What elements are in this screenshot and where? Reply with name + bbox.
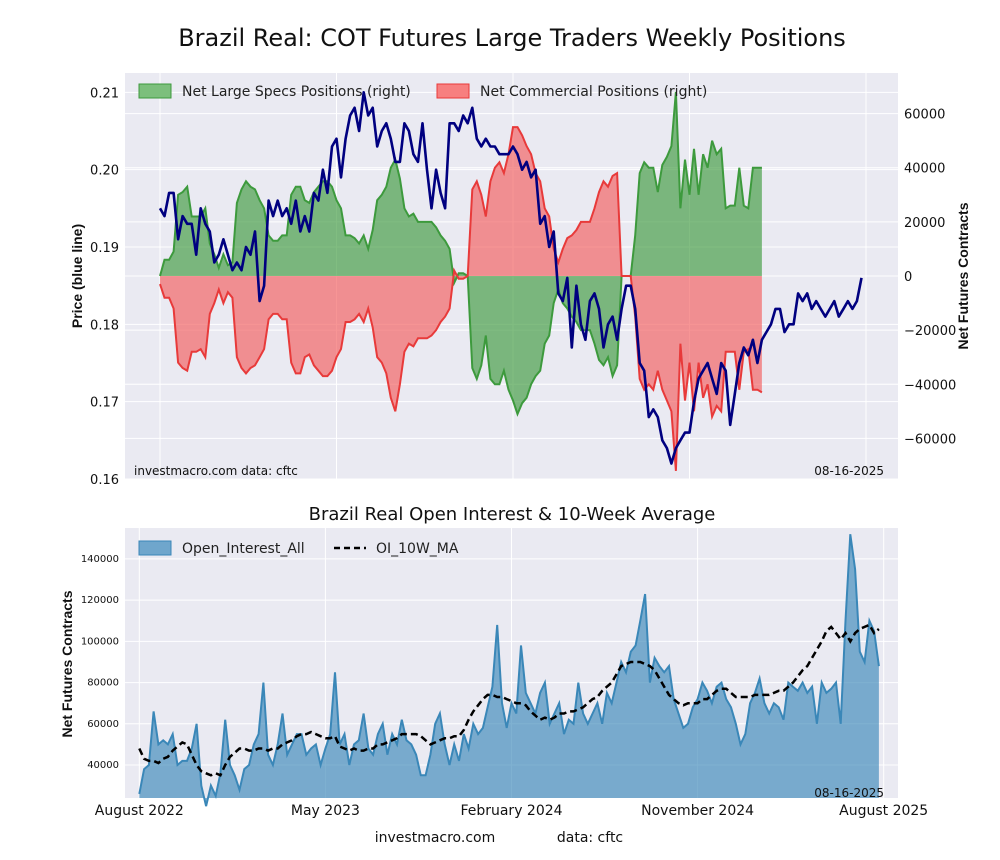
price-tick-label: 0.17	[90, 396, 119, 411]
oi-area	[139, 534, 879, 807]
price-tick-label: 0.21	[90, 86, 119, 101]
legend-swatch-oi	[138, 540, 172, 556]
oi-line	[138, 534, 880, 807]
bottom-footer-date: 08-16-2025	[814, 786, 884, 800]
contracts-axis-ticks: 60000 40000 20000 0 −20000 −40000 −60000	[904, 108, 956, 448]
oi-x-tick-label: August 2025	[839, 803, 928, 819]
oi-y-tick-label: 60000	[87, 719, 119, 730]
contracts-tick-label: 20000	[904, 216, 945, 231]
oi-y-tick-label: 120000	[81, 595, 119, 606]
contracts-tick-label: 40000	[904, 162, 945, 177]
price-tick-label: 0.20	[90, 164, 119, 179]
comm-net-line	[159, 126, 763, 471]
legend-swatch-specs	[138, 83, 172, 99]
oi-chart-title: Brazil Real Open Interest & 10-Week Aver…	[309, 504, 716, 525]
oi-y-tick-label: 140000	[81, 554, 119, 565]
price-tick-label: 0.19	[90, 241, 119, 256]
price-tick-label: 0.18	[90, 318, 119, 333]
contracts-tick-label: 0	[904, 270, 912, 285]
oi-y-tick-label: 40000	[87, 760, 119, 771]
position-areas	[159, 91, 763, 471]
contracts-tick-label: −20000	[904, 324, 956, 339]
oi-y-tick-label: 80000	[87, 678, 119, 689]
chart-title: Brazil Real: COT Futures Large Traders W…	[178, 24, 846, 52]
oi-area-group	[138, 534, 880, 807]
oi-x-tick-label: February 2024	[460, 803, 562, 819]
legend-label-comm: Net Commercial Positions (right)	[480, 84, 707, 100]
oi-x-tick-label: August 2022	[95, 803, 184, 819]
oi-ma-line	[138, 623, 880, 777]
contracts-tick-label: −40000	[904, 378, 956, 393]
price-axis-label: Price (blue line)	[69, 224, 85, 328]
oi-y-axis-label: Net Futures Contracts	[59, 590, 75, 737]
price-tick-label: 0.16	[90, 473, 119, 488]
oi-x-tick-label: May 2023	[291, 803, 360, 819]
contracts-axis-label: Net Futures Contracts	[955, 202, 971, 349]
comm-net-area	[160, 127, 762, 471]
footer-site: investmacro.com	[375, 830, 495, 846]
legend-label-oi: Open_Interest_All	[182, 541, 305, 557]
specs-net-area	[160, 91, 762, 415]
bottom-legend: Open_Interest_All OI_10W_MA	[138, 540, 459, 557]
top-footer-source: investmacro.com data: cftc	[134, 464, 298, 478]
open-interest-chart: Brazil Real Open Interest & 10-Week Aver…	[59, 504, 928, 819]
cot-positions-chart: Brazil Real: COT Futures Large Traders W…	[69, 24, 971, 488]
oi-ma-group	[138, 623, 880, 777]
oi-y-ticks: 140000 120000 100000 80000 60000 40000	[81, 554, 119, 771]
specs-net-line	[159, 91, 762, 417]
legend-label-ma: OI_10W_MA	[376, 541, 459, 557]
oi-x-ticks: August 2022 May 2023 February 2024 November…	[95, 803, 928, 819]
price-line	[158, 91, 863, 465]
contracts-tick-label: −60000	[904, 432, 956, 447]
top-footer-date: 08-16-2025	[814, 464, 884, 478]
oi-x-tick-label: November 2024	[641, 803, 754, 819]
price-line-group	[158, 91, 863, 465]
contracts-tick-label: 60000	[904, 108, 945, 123]
footer-source: data: cftc	[557, 830, 623, 846]
oi-y-tick-label: 100000	[81, 636, 119, 647]
top-legend: Net Large Specs Positions (right) Net Co…	[138, 83, 707, 100]
legend-swatch-comm	[436, 83, 470, 99]
legend-label-specs: Net Large Specs Positions (right)	[182, 84, 411, 100]
price-axis-ticks: 0.21 0.20 0.19 0.18 0.17 0.16	[90, 86, 119, 488]
